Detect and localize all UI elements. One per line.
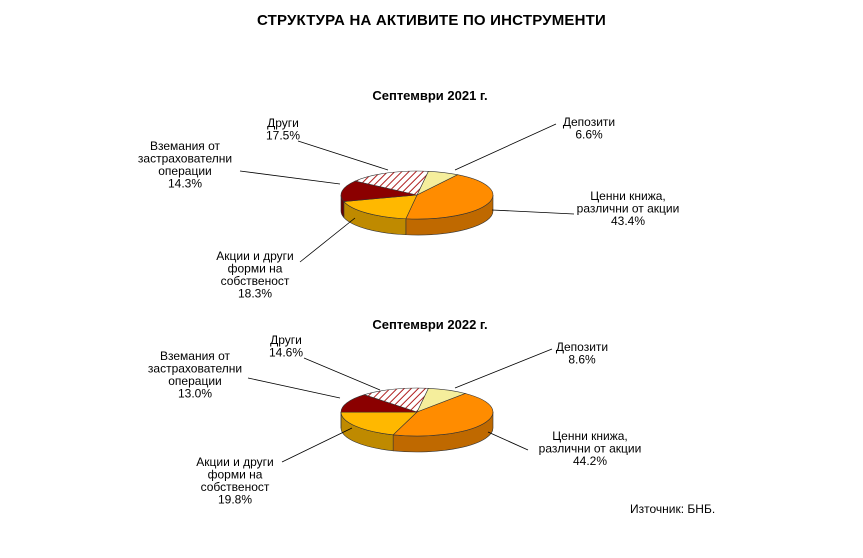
source-note: Източник: БНБ.	[630, 502, 715, 516]
leader-line	[281, 427, 353, 463]
leader-line	[454, 348, 553, 389]
slice-insurance	[340, 394, 418, 413]
pie-chart-2: Септември 2022 г. Депозити 8.6% Ценни книжа…	[148, 317, 641, 507]
data-label-securities: Ценни книжа, различни от акции 44.2%	[539, 429, 642, 468]
slice-equity	[343, 194, 418, 220]
data-label-equity: Акции и други форми на собственост 18.3%	[216, 249, 294, 301]
leader-line	[491, 209, 575, 215]
leader-line	[299, 217, 356, 263]
slice-insurance	[340, 180, 418, 202]
slice-other	[363, 387, 429, 413]
pie-title: Септември 2021 г.	[372, 88, 487, 103]
data-label-other: Други 17.5%	[266, 116, 300, 143]
slice-securities	[392, 393, 494, 437]
leader-line	[487, 431, 529, 451]
data-label-insurance: Вземания от застрахователни операции 13.0%	[148, 349, 242, 401]
slice-equity	[340, 411, 418, 436]
leader-line	[303, 357, 381, 391]
data-label-deposits: Депозити 8.6%	[556, 340, 608, 367]
data-label-insurance: Вземания от застрахователни операции 14.3%	[138, 139, 232, 191]
chart-main-title: СТРУКТУРА НА АКТИВИТЕ ПО ИНСТРУМЕНТИ	[256, 12, 607, 29]
data-label-equity: Акции и други форми на собственост 19.8%	[196, 455, 274, 507]
leader-line	[239, 170, 341, 185]
slice-securities	[405, 174, 494, 220]
slice-other	[354, 170, 429, 196]
pie-chart-1: Септември 2021 г. Депозити 6.6% Ценни книжа…	[138, 88, 679, 301]
leader-line	[297, 140, 389, 171]
pie-title: Септември 2022 г.	[372, 317, 487, 332]
data-label-deposits: Депозити 6.6%	[563, 115, 615, 142]
leader-line	[454, 123, 557, 171]
leader-line	[247, 377, 341, 399]
data-label-securities: Ценни книжа, различни от акции 43.4%	[577, 189, 680, 228]
data-label-other: Други 14.6%	[269, 333, 303, 360]
